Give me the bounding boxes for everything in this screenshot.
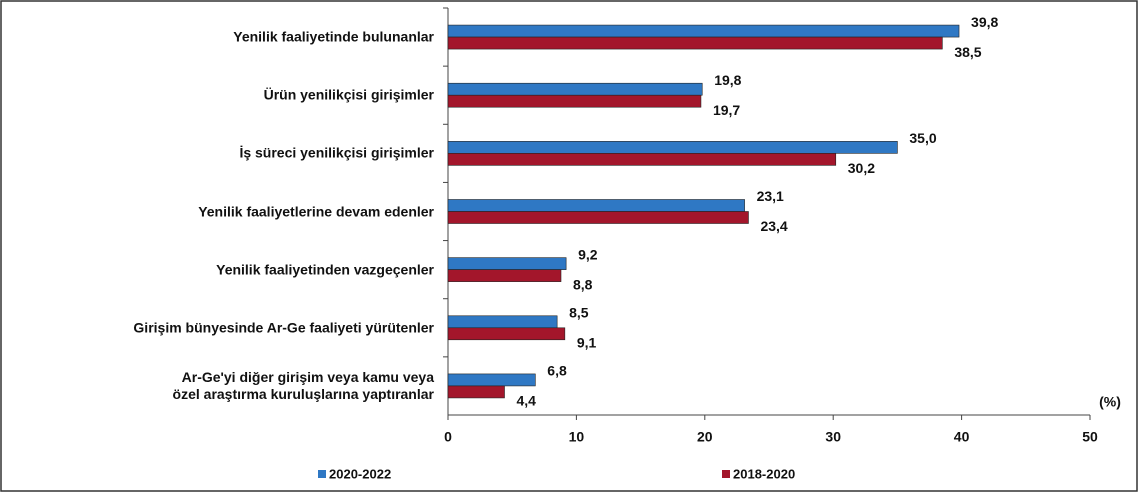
y-tick-label: Yenilik faaliyetlerine devam edenler <box>198 203 434 219</box>
bar <box>447 315 558 329</box>
bar <box>447 94 702 108</box>
x-tick-label: 20 <box>697 429 713 445</box>
y-tick-label: İş süreci yenilikçisi girişimler <box>239 144 434 161</box>
data-label: 8,5 <box>569 304 589 320</box>
data-label: 23,4 <box>760 218 787 234</box>
data-label: 9,2 <box>578 246 598 262</box>
data-label: 19,8 <box>714 72 741 88</box>
bar <box>447 82 703 96</box>
y-tick-label: Ürün yenilikçisi girişimler <box>263 86 434 103</box>
bar <box>447 257 567 270</box>
bar <box>447 141 898 154</box>
legend-swatch <box>318 470 326 478</box>
x-tick-label: 10 <box>569 429 585 445</box>
bar <box>447 385 505 399</box>
data-label: 35,0 <box>909 130 936 146</box>
x-tick-label: 40 <box>954 429 970 445</box>
data-label: 6,8 <box>547 363 567 379</box>
x-tick-label: 30 <box>825 429 841 445</box>
bar <box>447 153 837 166</box>
legend-label: 2018-2020 <box>733 466 795 481</box>
data-label: 9,1 <box>577 334 597 350</box>
bar <box>447 211 749 224</box>
data-label: 38,5 <box>954 44 981 60</box>
data-label: 30,2 <box>848 160 875 176</box>
y-tick-label: Yenilik faaliyetinden vazgeçenler <box>216 261 434 278</box>
y-tick-label: Ar-Ge'yi diğer girişim veya kamu veya öz… <box>172 368 434 402</box>
bar <box>447 36 943 50</box>
bar <box>447 327 566 341</box>
legend-swatch <box>722 470 730 478</box>
bar <box>447 373 536 387</box>
x-tick-label: 0 <box>444 429 452 445</box>
x-axis-label: (%) <box>1099 394 1121 410</box>
bar <box>447 269 562 282</box>
legend-label: 2020-2022 <box>329 466 391 481</box>
data-label: 19,7 <box>713 102 740 118</box>
y-tick-label: Girişim bünyesinde Ar-Ge faaliyeti yürüt… <box>133 319 434 336</box>
x-tick-label: 50 <box>1082 429 1098 445</box>
y-tick-label: Yenilik faaliyetinde bulunanlar <box>233 28 434 45</box>
bar <box>447 199 745 212</box>
bar <box>447 24 960 38</box>
data-label: 4,4 <box>516 393 536 409</box>
data-label: 23,1 <box>757 188 784 204</box>
data-label: 39,8 <box>971 14 998 30</box>
data-label: 8,8 <box>573 276 593 292</box>
